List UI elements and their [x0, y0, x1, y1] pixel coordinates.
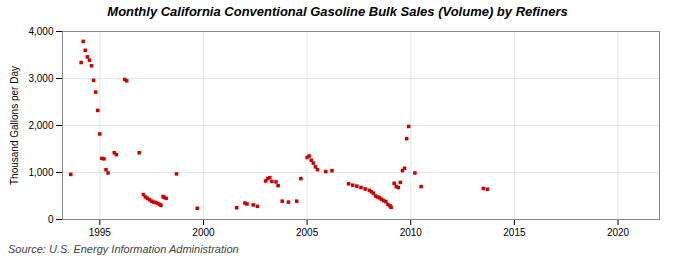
svg-text:2,000: 2,000 — [28, 120, 53, 131]
svg-text:0: 0 — [48, 214, 54, 225]
svg-text:2000: 2000 — [192, 227, 215, 238]
svg-text:2005: 2005 — [296, 227, 319, 238]
svg-text:1,000: 1,000 — [28, 167, 53, 178]
svg-text:Thousand Gallons per Day: Thousand Gallons per Day — [9, 66, 20, 185]
svg-text:1995: 1995 — [89, 227, 112, 238]
svg-text:2015: 2015 — [503, 227, 526, 238]
html-text:Monthly California Conventiona: Monthly California Conventional Gasoline… — [107, 4, 568, 19]
svg-text:4,000: 4,000 — [28, 26, 53, 37]
html-text:Source: U.S. Energy Informatio: Source: U.S. Energy Information Administ… — [8, 243, 239, 255]
svg-text:2010: 2010 — [400, 227, 423, 238]
svg-text:3,000: 3,000 — [28, 73, 53, 84]
svg-text:2020: 2020 — [607, 227, 630, 238]
